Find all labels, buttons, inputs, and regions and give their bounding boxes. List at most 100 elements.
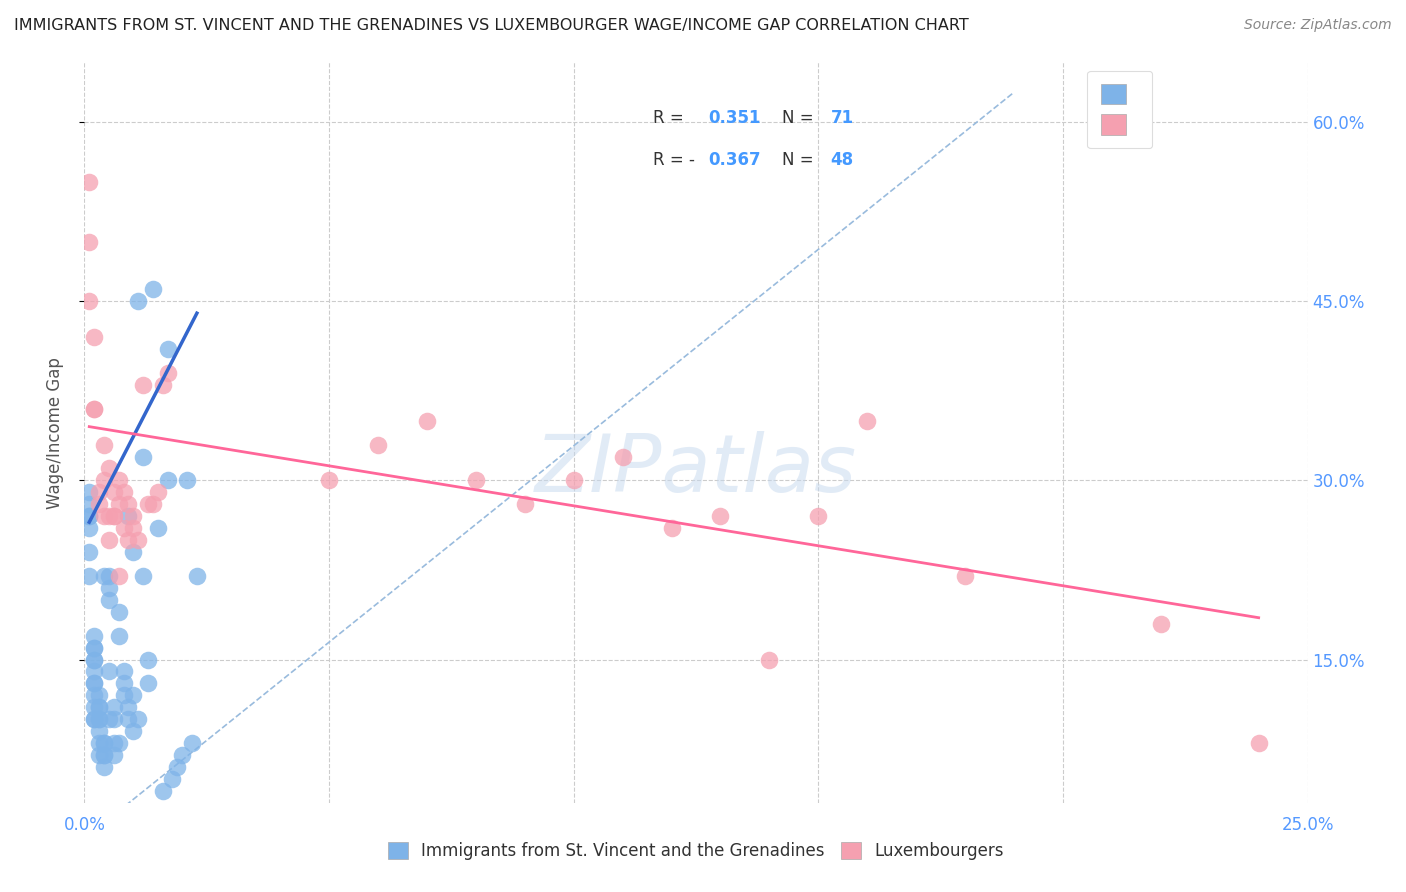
Point [136,676,159,690]
Point [166,760,188,774]
Point [97,533,120,547]
Point [83,689,105,703]
Point [83,712,105,726]
Point [83,700,105,714]
Point [513,497,536,511]
Text: 71: 71 [831,109,853,127]
Point [87,724,110,739]
Point [83,712,105,726]
Point [93,509,115,524]
Y-axis label: Wage/Income Gap: Wage/Income Gap [45,357,63,508]
Point [156,342,179,356]
Point [93,736,115,750]
Point [97,509,120,524]
Point [83,640,105,655]
Point [112,521,135,535]
Point [416,414,439,428]
Point [83,676,105,690]
Legend: Immigrants from St. Vincent and the Grenadines, Luxembourgers: Immigrants from St. Vincent and the Gren… [380,834,1012,869]
Point [181,736,204,750]
Point [107,474,129,488]
Point [152,377,174,392]
Point [136,497,159,511]
Point [83,401,105,416]
Point [93,569,115,583]
Point [93,474,115,488]
Point [107,736,129,750]
Point [132,569,155,583]
Point [103,509,125,524]
Point [709,509,731,524]
Point [93,760,115,774]
Point [122,509,145,524]
Point [97,665,120,679]
Point [758,652,780,666]
Point [97,592,120,607]
Point [127,294,149,309]
Point [107,629,129,643]
Point [87,497,110,511]
Point [87,700,110,714]
Point [93,437,115,451]
Point [87,712,110,726]
Point [112,676,135,690]
Text: 0.367: 0.367 [709,151,761,169]
Point [93,747,115,762]
Point [87,700,110,714]
Point [103,712,125,726]
Point [142,497,165,511]
Point [661,521,683,535]
Point [77,569,100,583]
Point [97,581,120,595]
Point [77,175,100,189]
Point [103,509,125,524]
Point [318,474,340,488]
Point [87,712,110,726]
Point [83,652,105,666]
Point [186,569,208,583]
Point [136,652,159,666]
Point [83,330,105,344]
Point [87,689,110,703]
Point [953,569,976,583]
Point [77,485,100,500]
Point [97,569,120,583]
Point [93,736,115,750]
Point [146,521,169,535]
Point [77,521,100,535]
Point [156,366,179,380]
Point [367,437,389,451]
Point [103,485,125,500]
Point [77,545,100,559]
Point [152,784,174,798]
Point [77,509,100,524]
Point [97,712,120,726]
Point [117,700,139,714]
Text: R = -: R = - [654,151,695,169]
Point [93,747,115,762]
Point [77,294,100,309]
Point [122,689,145,703]
Text: N =: N = [782,109,818,127]
Text: ZIPatlas: ZIPatlas [534,431,858,508]
Point [117,533,139,547]
Point [77,497,100,511]
Point [122,521,145,535]
Point [77,235,100,249]
Point [97,461,120,475]
Point [83,401,105,416]
Text: Source: ZipAtlas.com: Source: ZipAtlas.com [1244,18,1392,32]
Point [87,747,110,762]
Point [807,509,830,524]
Point [83,676,105,690]
Point [83,652,105,666]
Point [142,282,165,296]
Point [77,509,100,524]
Point [172,747,194,762]
Point [132,377,155,392]
Point [87,485,110,500]
Point [117,497,139,511]
Text: IMMIGRANTS FROM ST. VINCENT AND THE GRENADINES VS LUXEMBOURGER WAGE/INCOME GAP C: IMMIGRANTS FROM ST. VINCENT AND THE GREN… [14,18,969,33]
Point [87,736,110,750]
Point [612,450,634,464]
